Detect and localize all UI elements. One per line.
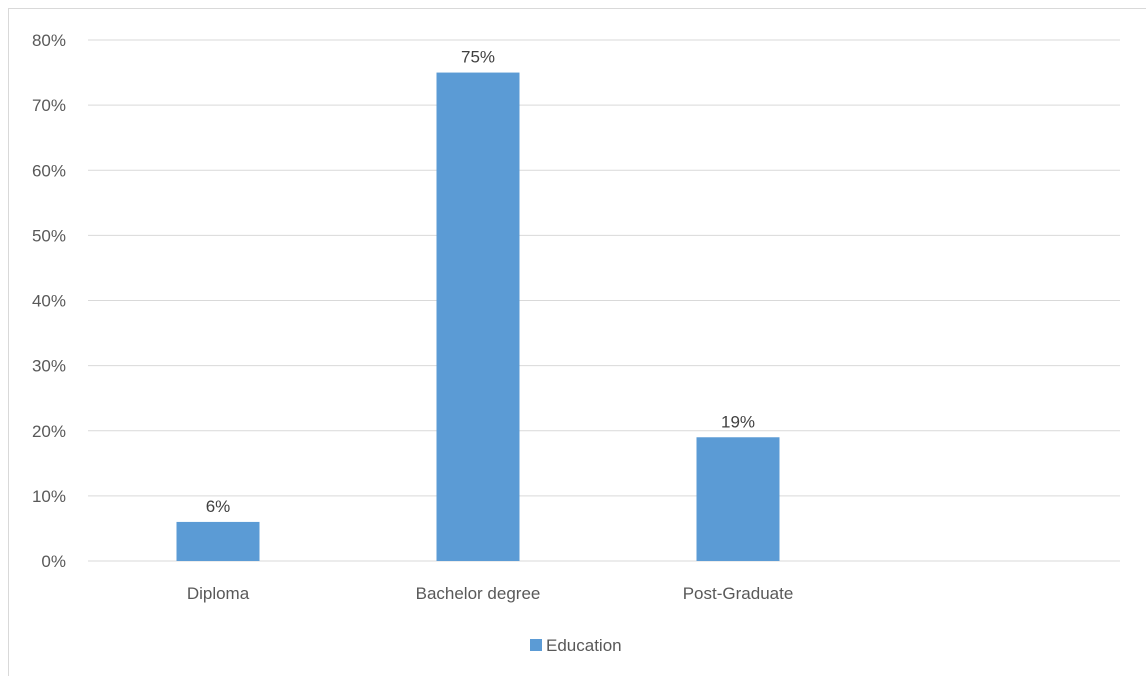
legend-swatch (530, 639, 542, 651)
x-tick-label: Diploma (187, 584, 250, 603)
x-axis-tick-labels: Diploma Bachelor degree Post-Graduate (187, 584, 793, 603)
y-tick-label: 10% (32, 487, 66, 506)
x-tick-label: Post-Graduate (683, 584, 794, 603)
gridlines (88, 39, 1120, 562)
y-axis-tick-labels: 0% 10% 20% 30% 40% 50% 60% 70% 80% (32, 31, 66, 571)
y-tick-label: 40% (32, 292, 66, 311)
data-labels: 6% 75% 19% (206, 48, 755, 516)
y-tick-label: 70% (32, 96, 66, 115)
y-tick-label: 80% (32, 31, 66, 50)
legend-label: Education (546, 636, 622, 655)
y-tick-label: 60% (32, 161, 66, 180)
bars (176, 72, 780, 561)
bar (696, 437, 780, 561)
bar (436, 72, 520, 561)
data-label: 19% (721, 412, 755, 431)
data-label: 75% (461, 48, 495, 67)
y-tick-label: 0% (41, 552, 66, 571)
y-tick-label: 20% (32, 422, 66, 441)
y-tick-label: 50% (32, 226, 66, 245)
data-label: 6% (206, 497, 231, 516)
legend: Education (530, 636, 622, 655)
y-tick-label: 30% (32, 357, 66, 376)
chart-frame (8, 8, 1146, 676)
bar (176, 521, 260, 561)
x-tick-label: Bachelor degree (416, 584, 541, 603)
